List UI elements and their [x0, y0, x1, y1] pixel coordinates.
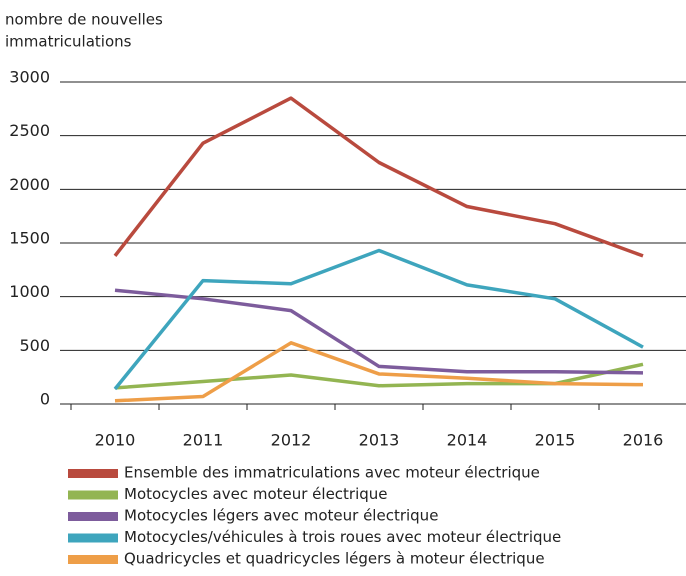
y-tick-label: 0	[40, 390, 50, 409]
legend-swatch	[68, 512, 118, 521]
series-line	[114, 288, 644, 375]
x-tick-label: 2012	[271, 431, 312, 450]
legend-swatch	[68, 469, 118, 478]
y-tick-label: 3000	[9, 68, 50, 87]
legend-label: Motocycles légers avec moteur électrique	[124, 507, 438, 525]
series-line	[113, 96, 644, 258]
x-tick-label: 2013	[359, 431, 400, 450]
series-line	[113, 248, 644, 391]
y-tick-label: 500	[19, 336, 50, 355]
y-axis-label: immatriculations	[5, 33, 132, 51]
legend-label: Motocycles/véhicules à trois roues avec …	[124, 528, 561, 546]
legend-swatch	[68, 555, 118, 564]
y-tick-label: 2000	[9, 175, 50, 194]
legend-label: Quadricycles et quadricycles légers à mo…	[124, 550, 545, 568]
y-tick-label: 1500	[9, 229, 50, 248]
legend-swatch	[68, 533, 118, 543]
legend-label: Ensemble des immatriculations avec moteu…	[124, 464, 540, 482]
x-tick-label: 2014	[447, 431, 488, 450]
x-tick-label: 2010	[95, 431, 136, 450]
y-axis-label: nombre de nouvelles	[5, 11, 163, 29]
x-tick-label: 2016	[623, 431, 664, 450]
y-tick-label: 1000	[9, 282, 50, 301]
y-tick-label: 2500	[9, 121, 50, 140]
legend-swatch	[68, 490, 118, 500]
x-tick-label: 2011	[183, 431, 224, 450]
series-line	[114, 341, 644, 403]
x-tick-label: 2015	[535, 431, 576, 450]
legend-label: Motocycles avec moteur électrique	[124, 485, 388, 503]
